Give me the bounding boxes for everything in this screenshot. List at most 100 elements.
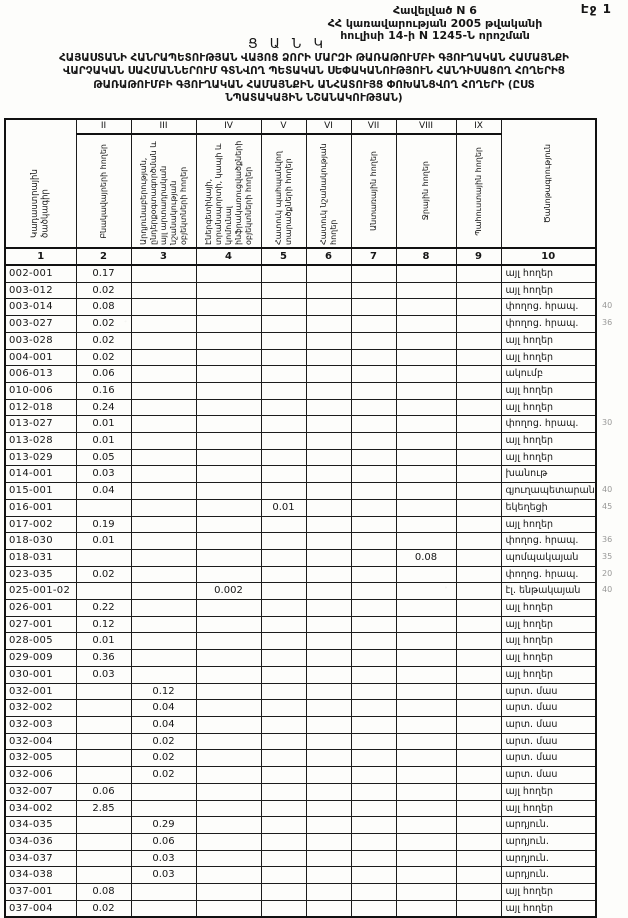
column-header-note: Ծանոթագրություն — [500, 118, 597, 249]
area-value-cell — [260, 315, 307, 333]
area-value-cell — [260, 432, 307, 450]
area-value-cell — [350, 599, 397, 617]
area-value-cell: 0.02 — [130, 749, 197, 768]
area-value-cell — [75, 816, 132, 834]
area-value-cell — [195, 432, 262, 450]
area-value-cell: 0.16 — [75, 381, 132, 400]
area-value-cell — [395, 398, 457, 417]
note-cell: այլ հողեր — [500, 398, 597, 417]
area-value-cell — [260, 331, 307, 350]
area-value-cell — [305, 883, 352, 901]
area-value-cell — [75, 766, 132, 784]
area-value-cell — [195, 632, 262, 651]
table-row: 032-002 0.04 արտ. մաս — [4, 699, 597, 717]
area-value-cell — [350, 899, 397, 918]
area-value-cell — [260, 532, 307, 550]
area-value-cell — [75, 548, 132, 567]
area-value-cell: 0.01 — [260, 498, 307, 517]
appendix-line: ՀՀ կառավարության 2005 թվականի — [327, 16, 543, 30]
area-value-cell — [455, 766, 502, 784]
area-value-cell — [395, 315, 457, 333]
area-value-cell — [260, 298, 307, 317]
note-cell: այլ հողեր — [500, 331, 597, 350]
area-value-cell — [260, 482, 307, 500]
cadastral-code-cell: 006-013 — [4, 365, 77, 383]
document-type-heading: Ց Ա Ն Կ — [248, 37, 328, 52]
area-value-cell — [350, 766, 397, 784]
area-value-cell: 0.02 — [75, 348, 132, 367]
table-row: 037-001 0.08 այլ հողեր — [4, 883, 597, 901]
document-title: ՀԱՅԱՍՏԱՆԻ ՀԱՆՐԱՊԵՏՈՒԹՅԱՆ ՎԱՅՈՑ ՁՈՐԻ ՄԱՐԶ… — [2, 52, 626, 106]
cadastral-code-cell: 013-028 — [4, 432, 77, 450]
area-value-cell — [260, 264, 307, 283]
area-value-cell — [305, 582, 352, 601]
table-body: 002-001 0.17 այլ հողեր 003-012 0.02 այլ հողեր… — [4, 264, 612, 918]
column-header-label: Հատուկ պահպանվող տարածքների հողեր — [273, 151, 293, 245]
roman-numeral-header-row: Կադաստրային ծածկագիր II III IV V VI VII … — [4, 118, 597, 249]
area-value-cell — [455, 749, 502, 768]
area-value-cell — [395, 264, 457, 283]
area-value-cell — [260, 749, 307, 768]
area-value-cell — [455, 365, 502, 383]
note-cell: գյուղապետարան 40 — [500, 482, 612, 500]
table-row: 003-028 0.02 այլ հողեր — [4, 331, 597, 350]
column-roman-numeral: II — [75, 118, 132, 135]
area-value-cell — [305, 381, 352, 400]
area-value-cell: 0.24 — [75, 398, 132, 417]
area-value-cell: 0.01 — [75, 415, 132, 434]
table-row: 013-029 0.05 այլ հողեր — [4, 448, 597, 467]
area-value-cell — [195, 315, 262, 333]
area-value-cell — [130, 599, 197, 617]
area-value-cell — [455, 883, 502, 901]
table-row: 037-004 0.02 այլ հողեր — [4, 899, 597, 918]
area-value-cell: 0.01 — [75, 632, 132, 651]
area-value-cell — [130, 615, 197, 634]
table-row: 029-009 0.36 այլ հողեր — [4, 649, 597, 667]
table-row: 032-007 0.06 այլ հողեր — [4, 782, 597, 801]
area-value-cell: 0.06 — [75, 365, 132, 383]
area-value-cell: 0.01 — [75, 532, 132, 550]
column-header-label: Արդյունաբերության, ընդերքօգտագործման և ա… — [138, 141, 188, 245]
area-value-cell — [350, 415, 397, 434]
column-header-label: Ջրային հողեր — [421, 161, 430, 221]
note-cell: փողոց. հրապ. 36 — [500, 532, 612, 550]
note-cell: այլ հողեր — [500, 782, 597, 801]
handwritten-margin-mark: 30 — [602, 418, 613, 428]
note-cell: այլ հողեր — [500, 799, 597, 818]
area-value-cell — [130, 565, 197, 584]
area-value-cell — [195, 715, 262, 734]
area-value-cell — [195, 532, 262, 550]
area-value-cell — [395, 515, 457, 534]
area-value-cell — [130, 465, 197, 484]
area-value-cell — [395, 582, 457, 601]
column-header-reserve-lands: Պահուստային հողեր — [455, 133, 502, 249]
area-value-cell — [455, 782, 502, 801]
area-value-cell — [350, 348, 397, 367]
table-row: 003-012 0.02 այլ հողեր — [4, 281, 597, 300]
column-number: 10 — [500, 247, 597, 266]
area-value-cell — [350, 649, 397, 667]
area-value-cell — [350, 448, 397, 467]
area-value-cell — [350, 365, 397, 383]
table-row: 025-001-02 0.002 էլ. ենթակայան 40 — [4, 582, 612, 601]
area-value-cell — [260, 398, 307, 417]
area-value-cell — [260, 582, 307, 601]
area-value-cell — [350, 465, 397, 484]
area-value-cell — [305, 699, 352, 717]
area-value-cell — [130, 632, 197, 651]
table-row: 032-005 0.02 արտ. մաս — [4, 749, 597, 768]
note-cell: արդյուն. — [500, 832, 597, 851]
area-value-cell — [195, 281, 262, 300]
cadastral-code-cell: 034-036 — [4, 832, 77, 851]
area-value-cell — [455, 665, 502, 684]
area-value-cell — [350, 849, 397, 868]
area-value-cell — [350, 799, 397, 818]
column-roman-numeral: VI — [305, 118, 352, 135]
document-title-line: ՀԱՅԱՍՏԱՆԻ ՀԱՆՐԱՊԵՏՈՒԹՅԱՆ ՎԱՅՈՑ ՁՈՐԻ ՄԱՐԶ… — [59, 52, 569, 64]
area-value-cell — [195, 465, 262, 484]
cadastral-code-cell: 018-030 — [4, 532, 77, 550]
area-value-cell — [350, 832, 397, 851]
area-value-cell — [305, 782, 352, 801]
note-cell: այլ հողեր — [500, 599, 597, 617]
column-header-industrial-lands: Արդյունաբերության, ընդերքօգտագործման և ա… — [130, 133, 197, 249]
